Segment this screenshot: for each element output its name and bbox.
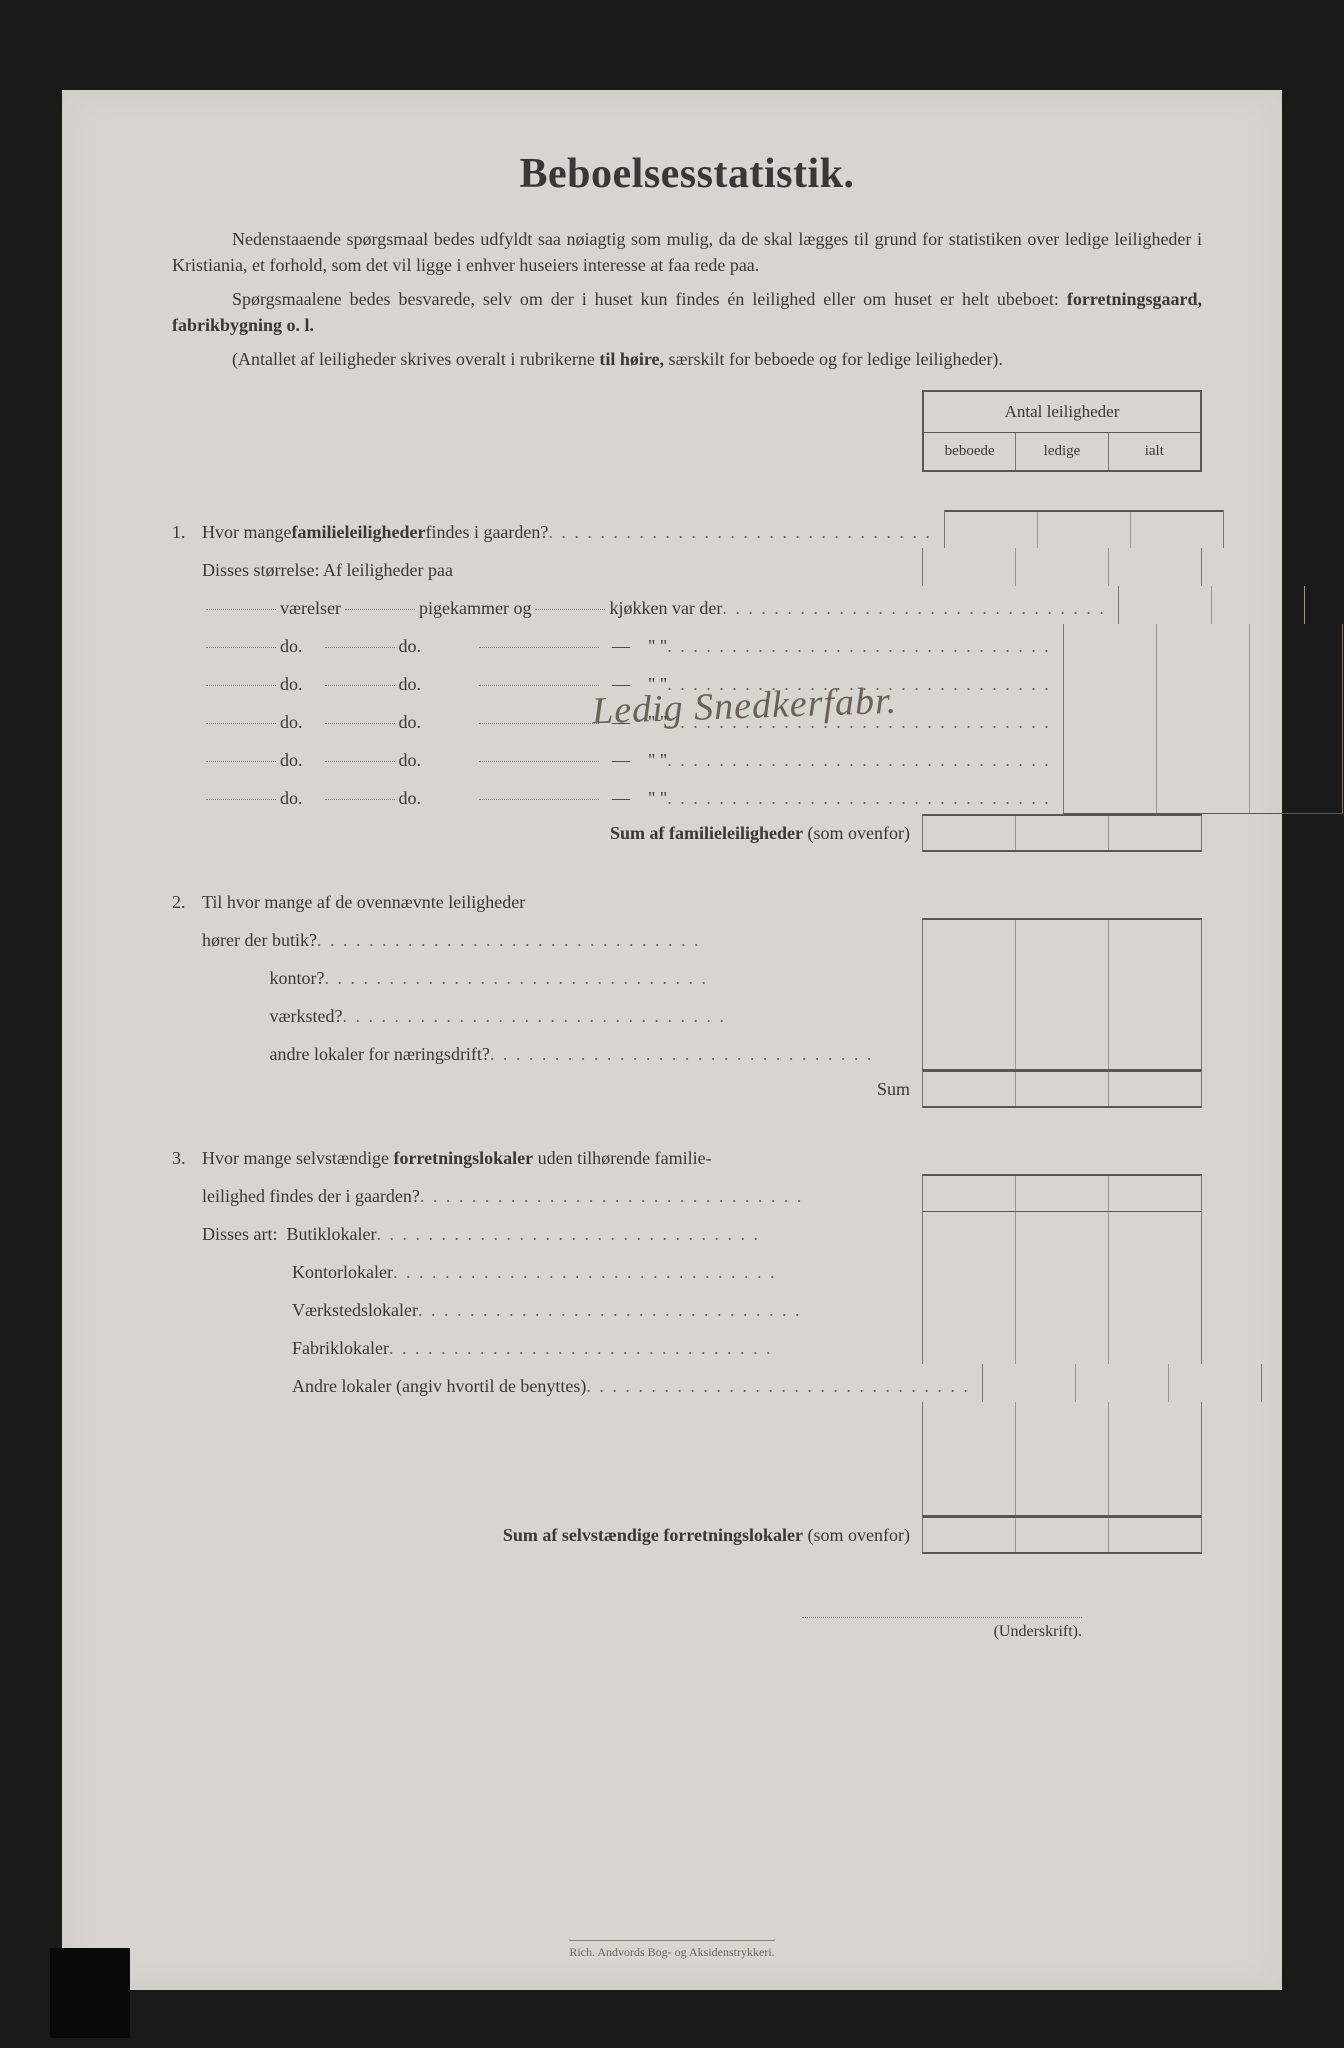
header-top: Antal leiligheder (924, 392, 1200, 433)
scan-artifact (50, 1948, 130, 2038)
q2-number: 2. (172, 886, 202, 918)
column-header: Antal leiligheder beboede ledige ialt (922, 390, 1202, 472)
q1-number: 1. (172, 516, 202, 548)
header-ialt: ialt (1109, 433, 1200, 470)
form-table: Antal leiligheder beboede ledige ialt 1.… (172, 390, 1202, 1554)
scanned-form-page: Beboelsesstatistik. Nedenstaaende spørgs… (62, 90, 1282, 1990)
page-title: Beboelsesstatistik. (172, 150, 1202, 198)
intro-1a: Nedenstaaende spørgsmaal bedes udfyldt s… (232, 229, 1065, 249)
q3-number: 3. (172, 1142, 202, 1174)
intro-1c: et forhold, som det vil ligge i enhver h… (247, 255, 759, 275)
q1-sub: Disses størrelse: Af leiligheder paa (202, 554, 922, 586)
signature-area: (Underskrift). (172, 1594, 1202, 1641)
intro-paragraph-3: (Antallet af leiligheder skrives overalt… (172, 346, 1202, 372)
q3-text: Hvor mange selvstændige forretningslokal… (202, 1142, 922, 1174)
intro-paragraph-2: Spørgsmaalene bedes besvarede, selv om d… (172, 286, 1202, 338)
intro-paragraph-1: Nedenstaaende spørgsmaal bedes udfyldt s… (172, 226, 1202, 278)
q3-sum: Sum af selvstændige forretningslokaler (… (172, 1525, 922, 1546)
signature-label: (Underskrift). (994, 1623, 1082, 1640)
header-beboede: beboede (924, 433, 1016, 470)
q1-cells (944, 510, 1224, 548)
q2-sum: Sum (172, 1079, 922, 1100)
q1-sum: Sum af familieleiligheder (som ovenfor) (172, 823, 922, 844)
printer-footer: Rich. Andvords Bog- og Aksidenstrykkeri. (62, 1945, 1282, 1960)
header-ledige: ledige (1016, 433, 1108, 470)
q2-text: Til hvor mange af de ovennævnte leilighe… (202, 886, 922, 918)
